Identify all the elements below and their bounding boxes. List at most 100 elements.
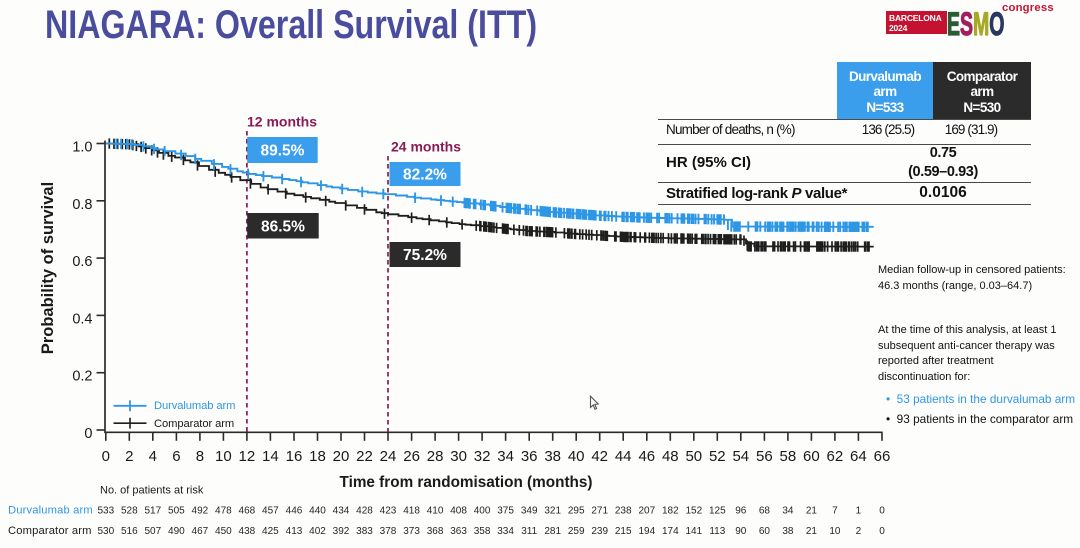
svg-text:271: 271 (591, 505, 608, 516)
svg-text:440: 440 (309, 505, 326, 516)
svg-text:259: 259 (568, 526, 585, 537)
svg-text:24: 24 (380, 448, 397, 465)
svg-text:Comparator arm: Comparator arm (8, 525, 92, 537)
svg-text:36: 36 (521, 448, 538, 465)
svg-text:152: 152 (685, 505, 702, 516)
svg-text:22: 22 (356, 448, 373, 465)
svg-text:Durvalumab arm: Durvalumab arm (154, 400, 235, 412)
svg-text:10: 10 (215, 448, 232, 465)
svg-text:26: 26 (403, 448, 420, 465)
svg-text:0.4: 0.4 (72, 311, 92, 327)
svg-text:0: 0 (102, 448, 110, 465)
svg-text:96: 96 (735, 505, 747, 516)
svg-text:38: 38 (544, 448, 561, 465)
svg-text:12 months: 12 months (247, 114, 317, 130)
svg-text:No. of patients at risk: No. of patients at risk (100, 485, 204, 497)
svg-text:383: 383 (356, 526, 373, 537)
svg-text:32: 32 (474, 448, 491, 465)
svg-text:358: 358 (474, 526, 491, 537)
svg-text:2: 2 (125, 448, 133, 465)
svg-text:68: 68 (759, 505, 771, 516)
svg-text:34: 34 (782, 505, 794, 516)
svg-text:174: 174 (662, 526, 679, 537)
svg-text:334: 334 (497, 526, 514, 537)
svg-text:16: 16 (286, 448, 303, 465)
svg-text:373: 373 (403, 526, 420, 537)
svg-text:311: 311 (521, 526, 537, 537)
svg-text:125: 125 (709, 505, 726, 516)
svg-text:423: 423 (380, 505, 397, 516)
svg-text:46: 46 (638, 448, 655, 465)
svg-text:30: 30 (450, 448, 467, 465)
svg-text:0.2: 0.2 (72, 369, 92, 385)
svg-text:375: 375 (497, 505, 514, 516)
svg-text:64: 64 (850, 448, 867, 465)
svg-text:1.0: 1.0 (72, 140, 92, 156)
svg-text:141: 141 (685, 526, 702, 537)
svg-text:408: 408 (450, 505, 467, 516)
svg-text:60: 60 (803, 448, 820, 465)
svg-text:38: 38 (782, 526, 794, 537)
svg-text:6: 6 (172, 448, 180, 465)
svg-text:Durvalumab arm: Durvalumab arm (8, 504, 93, 516)
svg-text:378: 378 (380, 526, 397, 537)
svg-text:56: 56 (756, 448, 773, 465)
svg-text:533: 533 (97, 505, 114, 516)
svg-text:446: 446 (286, 505, 303, 516)
svg-text:0: 0 (879, 526, 885, 537)
svg-text:48: 48 (662, 448, 679, 465)
svg-text:418: 418 (403, 505, 420, 516)
svg-text:238: 238 (615, 505, 632, 516)
svg-text:528: 528 (121, 505, 138, 516)
svg-text:34: 34 (497, 448, 514, 465)
svg-text:60: 60 (759, 526, 771, 537)
svg-text:66: 66 (874, 448, 891, 465)
svg-text:21: 21 (806, 505, 818, 516)
svg-text:478: 478 (215, 505, 232, 516)
svg-text:194: 194 (638, 526, 655, 537)
svg-text:400: 400 (474, 505, 491, 516)
svg-text:507: 507 (144, 526, 161, 537)
svg-text:8: 8 (196, 448, 204, 465)
svg-text:54: 54 (732, 448, 749, 465)
svg-text:0: 0 (84, 426, 92, 442)
svg-text:14: 14 (262, 448, 279, 465)
svg-text:239: 239 (591, 526, 608, 537)
svg-text:2: 2 (856, 526, 862, 537)
svg-text:21: 21 (806, 526, 818, 537)
svg-text:20: 20 (333, 448, 350, 465)
svg-text:10: 10 (829, 526, 841, 537)
svg-text:505: 505 (168, 505, 185, 516)
svg-text:Time from randomisation (month: Time from randomisation (months) (340, 474, 593, 491)
svg-text:413: 413 (286, 526, 303, 537)
svg-text:62: 62 (827, 448, 844, 465)
svg-text:52: 52 (709, 448, 726, 465)
svg-text:434: 434 (333, 505, 350, 516)
svg-text:207: 207 (638, 505, 655, 516)
svg-text:392: 392 (333, 526, 350, 537)
svg-text:0.6: 0.6 (72, 254, 92, 270)
svg-text:7: 7 (832, 505, 838, 516)
svg-text:0.8: 0.8 (72, 197, 92, 213)
svg-text:490: 490 (168, 526, 185, 537)
svg-text:1: 1 (856, 505, 862, 516)
svg-text:4: 4 (149, 448, 157, 465)
svg-text:438: 438 (239, 526, 256, 537)
svg-text:44: 44 (615, 448, 632, 465)
svg-text:18: 18 (309, 448, 326, 465)
svg-text:42: 42 (591, 448, 608, 465)
svg-text:12: 12 (239, 448, 256, 465)
svg-text:75.2%: 75.2% (403, 247, 447, 264)
svg-text:28: 28 (427, 448, 444, 465)
svg-text:58: 58 (780, 448, 797, 465)
svg-text:457: 457 (262, 505, 279, 516)
svg-text:82.2%: 82.2% (403, 167, 447, 184)
svg-text:182: 182 (662, 505, 679, 516)
svg-text:468: 468 (239, 505, 256, 516)
svg-text:24 months: 24 months (391, 139, 461, 155)
svg-text:295: 295 (568, 505, 585, 516)
svg-text:517: 517 (144, 505, 161, 516)
svg-text:Comparator arm: Comparator arm (154, 418, 234, 430)
svg-text:86.5%: 86.5% (261, 218, 305, 235)
svg-text:428: 428 (356, 505, 373, 516)
